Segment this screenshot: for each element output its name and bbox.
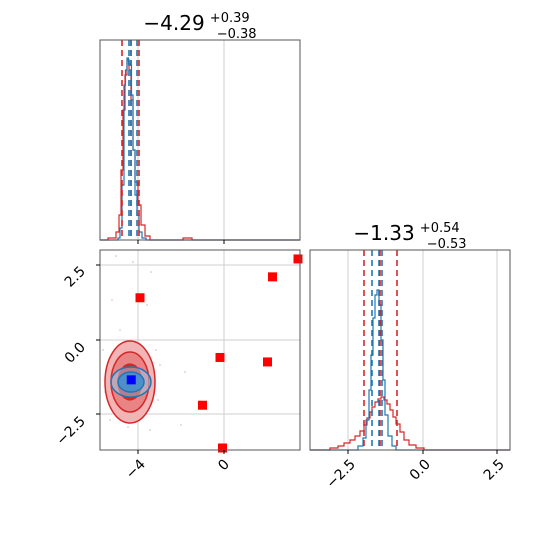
truth-marker — [126, 375, 136, 385]
y-tick-label: 2.5 — [62, 264, 89, 291]
x-tick-label: 0.0 — [407, 457, 434, 484]
x-tick-label: −2.5 — [323, 457, 358, 492]
scatter-point — [135, 293, 145, 303]
panel-joint: 2.5 0.0 −2.5 −4 0 — [53, 249, 303, 482]
title-param-2: −1.33 +0.54 −0.53 — [353, 217, 466, 252]
hist-red — [310, 396, 510, 451]
hist-blue — [310, 289, 510, 451]
x-tick-label: −4 — [123, 456, 149, 482]
scatter-point — [293, 254, 303, 264]
scatter-point — [215, 352, 225, 362]
y-tick-label: 0.0 — [62, 340, 89, 367]
scatter-point — [268, 272, 277, 282]
panel-marginal-2: −2.5 0.0 2.5 −1.33 +0.54 −0.53 — [309, 217, 511, 492]
x-tick-label: 2.5 — [481, 457, 508, 484]
x-tick-label: 0 — [215, 457, 233, 475]
y-tick-label: −2.5 — [53, 414, 88, 449]
scatter-point — [263, 357, 272, 367]
scatter-point — [218, 443, 227, 453]
scatter-point — [198, 400, 207, 410]
title-param-1: −4.29 +0.39 −0.38 — [143, 7, 256, 42]
panel-marginal-1: −4.29 +0.39 −0.38 — [99, 7, 301, 244]
outlier-points — [135, 254, 303, 453]
